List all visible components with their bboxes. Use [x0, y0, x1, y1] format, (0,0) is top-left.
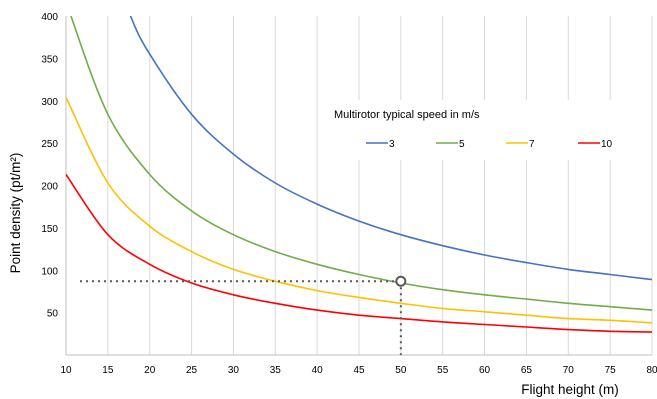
- x-tick-label-20: 20: [144, 365, 156, 376]
- vertical-gridlines: [65, 16, 653, 355]
- x-tick-label-10: 10: [60, 365, 72, 376]
- x-tick-label-55: 55: [437, 365, 449, 376]
- y-tick-label-400: 400: [41, 12, 58, 23]
- legend-label-5: 5: [459, 139, 465, 150]
- y-tick-label-100: 100: [41, 266, 58, 277]
- series-line-10: [66, 174, 652, 333]
- x-tick-label-60: 60: [479, 365, 491, 376]
- annotation-marker: [395, 275, 407, 287]
- x-tick-label-70: 70: [563, 365, 575, 376]
- x-tick-label-25: 25: [186, 365, 198, 376]
- legend: Multirotor typical speed in m/s 3 5 7 10: [326, 100, 626, 160]
- y-tick-label-200: 200: [41, 182, 58, 193]
- x-tick-label-50: 50: [395, 365, 407, 376]
- series-line-7: [66, 97, 652, 324]
- legend-label-3: 3: [389, 139, 395, 150]
- legend-title: Multirotor typical speed in m/s: [334, 109, 480, 121]
- legend-items: 3 5 7 10: [366, 139, 613, 150]
- y-tick-labels: 50 100 150 200 250 300 350 400: [41, 12, 58, 320]
- axes: [65, 16, 652, 356]
- series-lines: [66, 16, 652, 333]
- y-tick-label-50: 50: [47, 309, 59, 320]
- x-tick-labels: 10 15 20 25 30 35 40 45 50 55 60 65 70 75 80: [60, 365, 657, 376]
- series-line-3: [129, 16, 652, 281]
- x-tick-label-80: 80: [646, 365, 657, 376]
- x-tick-label-30: 30: [228, 365, 240, 376]
- x-tick-label-65: 65: [521, 365, 533, 376]
- legend-background: [326, 100, 626, 160]
- x-tick-label-45: 45: [353, 365, 365, 376]
- x-tick-label-75: 75: [605, 365, 617, 376]
- series-line-5: [70, 16, 652, 311]
- y-tick-label-250: 250: [41, 139, 58, 150]
- x-axis-title: Flight height (m): [521, 382, 619, 397]
- x-tick-label-35: 35: [270, 365, 282, 376]
- x-tick-label-15: 15: [102, 365, 114, 376]
- y-tick-label-350: 350: [41, 54, 58, 65]
- x-tick-label-40: 40: [312, 365, 324, 376]
- y-tick-label-150: 150: [41, 224, 58, 235]
- y-tick-label-300: 300: [41, 97, 58, 108]
- legend-label-10: 10: [601, 139, 613, 150]
- annotation: [80, 275, 407, 355]
- legend-label-7: 7: [529, 139, 535, 150]
- y-axis-title: Point density (pt/m²): [8, 153, 23, 274]
